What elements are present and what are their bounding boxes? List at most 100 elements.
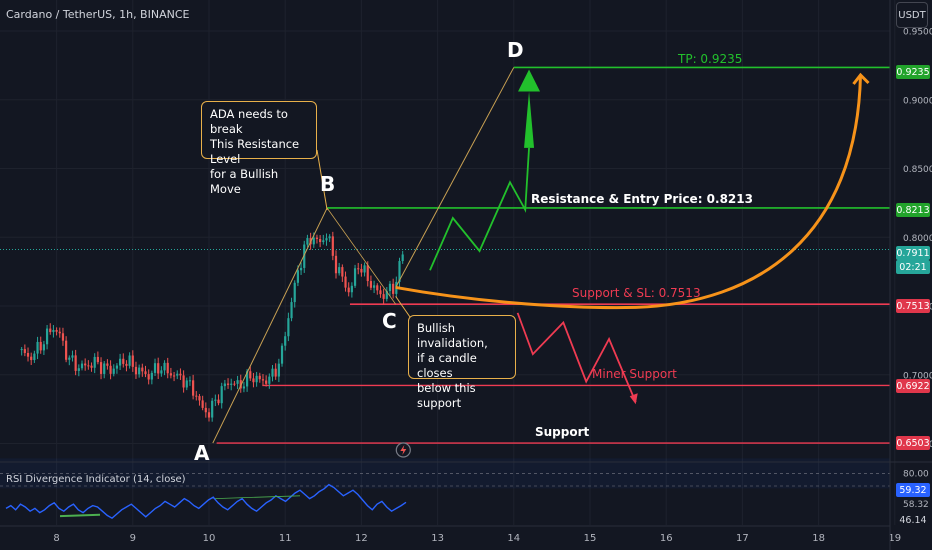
candle-body	[61, 333, 65, 341]
candle-body	[350, 285, 353, 293]
candle-body	[131, 355, 134, 367]
candle-body	[220, 386, 223, 404]
candle-body	[233, 383, 236, 385]
candle-body	[388, 283, 392, 292]
candle-body	[93, 356, 96, 368]
candle-body	[166, 362, 169, 374]
candle-body	[392, 283, 395, 294]
candle-body	[226, 383, 230, 385]
level-lines	[0, 66, 890, 444]
invalidation-note-line-3: below this support	[417, 381, 476, 410]
time-tick: 10	[203, 533, 216, 544]
candle-body	[319, 238, 322, 243]
candle-body	[280, 345, 284, 364]
rsi-low-tag: 46.14	[896, 515, 930, 525]
candle-body	[39, 341, 42, 351]
currency-button[interactable]: USDT	[896, 2, 928, 28]
candle-body	[52, 329, 55, 333]
candle-body	[290, 302, 293, 319]
candle-body	[334, 255, 338, 274]
candle-body	[20, 349, 23, 351]
candle-body	[185, 380, 188, 388]
candle-body	[106, 363, 109, 366]
candle-body	[299, 267, 303, 271]
bullish-projection	[429, 147, 530, 271]
candle-body	[376, 285, 379, 291]
candle-body	[138, 367, 141, 375]
a-b-line	[212, 207, 328, 444]
candle-body	[255, 375, 258, 383]
candle-body	[134, 366, 138, 375]
candle-body	[306, 238, 309, 245]
candle-body	[268, 376, 271, 384]
candle-body	[293, 282, 296, 303]
candle-body	[55, 329, 58, 332]
candle-body	[296, 270, 299, 283]
candle-body	[45, 328, 49, 345]
candle-body	[338, 267, 341, 274]
candle-body	[179, 373, 182, 376]
invalidation-note-line-1: Bullish invalidation,	[417, 321, 488, 350]
rsi-indicator-label[interactable]: RSI Divergence Indicator (14, close)	[6, 474, 186, 485]
candle-body	[360, 268, 363, 273]
price-tick: 0.8500	[903, 165, 932, 175]
time-tick: 16	[660, 533, 673, 544]
candle-body	[214, 399, 217, 401]
candle-body	[357, 268, 360, 270]
resistance-note-line-2: This Resistance Level	[210, 137, 300, 166]
rsi-divergence-bull	[59, 513, 101, 518]
rsi-value-tag: 59.32	[896, 483, 930, 497]
candle-body	[87, 365, 90, 367]
candle-body	[207, 412, 211, 418]
symbol-title[interactable]: Cardano / TetherUS, 1h, BINANCE	[6, 8, 190, 21]
candle-body	[322, 240, 325, 243]
candle-body	[65, 340, 68, 360]
candle-body	[363, 265, 366, 273]
candle-body	[58, 331, 61, 334]
candle-body	[141, 367, 144, 372]
candle-body	[366, 265, 369, 282]
miner-price-tag: 0.6922	[896, 379, 930, 393]
candle-body	[242, 386, 246, 389]
candle-body	[385, 291, 388, 299]
time-tick: 17	[736, 533, 749, 544]
candle-body	[112, 368, 115, 374]
candle-body	[223, 383, 226, 387]
candle-body	[150, 372, 153, 380]
candle-body	[49, 328, 52, 333]
candle-body	[239, 380, 242, 389]
tp-arrow-head	[518, 69, 541, 92]
candle-body	[369, 281, 373, 288]
time-tick: 14	[507, 533, 520, 544]
candle-body	[147, 374, 150, 380]
candle-body	[315, 237, 319, 239]
rsi-pane	[0, 458, 890, 520]
candle-body	[325, 238, 328, 241]
candle-body	[188, 380, 192, 382]
candle-body	[172, 375, 176, 377]
candle-body	[125, 363, 128, 366]
price-tick: 0.8000	[903, 234, 932, 244]
candle-body	[96, 356, 99, 363]
rsi-line	[5, 483, 407, 520]
b-c-line	[326, 207, 397, 305]
resistance-note-connector	[316, 149, 328, 211]
candle-body	[271, 368, 274, 377]
time-tick: 12	[355, 533, 368, 544]
candle-body	[163, 362, 166, 371]
point-b-label: B	[320, 172, 336, 196]
candle-body	[382, 294, 385, 299]
candle-body	[74, 355, 77, 371]
candle-body	[344, 276, 347, 288]
candle-body	[68, 357, 71, 360]
candle-body	[211, 400, 214, 418]
candle-body	[284, 336, 287, 346]
time-tick: 8	[53, 533, 59, 544]
candle-body	[90, 365, 93, 368]
point-d-label: D	[507, 38, 524, 62]
drawings	[212, 67, 870, 458]
candle-body	[347, 287, 350, 293]
candle-body	[312, 237, 315, 245]
time-tick: 11	[279, 533, 292, 544]
